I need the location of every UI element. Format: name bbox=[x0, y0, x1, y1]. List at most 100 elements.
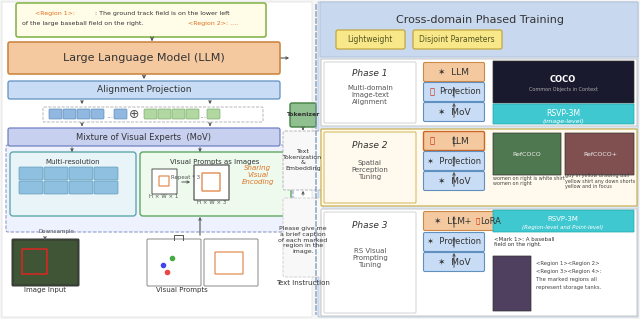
Text: ✶  LLM: ✶ LLM bbox=[438, 68, 470, 77]
Text: Visual Prompts as Images: Visual Prompts as Images bbox=[170, 159, 260, 165]
Text: (image-level): (image-level) bbox=[542, 120, 584, 124]
FancyBboxPatch shape bbox=[207, 109, 220, 119]
Text: COCO: COCO bbox=[550, 76, 576, 85]
FancyBboxPatch shape bbox=[140, 152, 291, 216]
Text: <Region 1><Region 2>: <Region 1><Region 2> bbox=[536, 262, 600, 266]
FancyBboxPatch shape bbox=[324, 62, 416, 123]
FancyBboxPatch shape bbox=[144, 109, 157, 119]
FancyBboxPatch shape bbox=[565, 133, 634, 175]
FancyBboxPatch shape bbox=[204, 239, 258, 286]
Text: Disjoint Parameters: Disjoint Parameters bbox=[419, 34, 495, 43]
FancyBboxPatch shape bbox=[321, 129, 637, 206]
FancyBboxPatch shape bbox=[49, 109, 62, 119]
FancyBboxPatch shape bbox=[413, 30, 502, 49]
FancyBboxPatch shape bbox=[6, 145, 293, 232]
Text: LoRA: LoRA bbox=[481, 217, 501, 226]
FancyBboxPatch shape bbox=[424, 83, 484, 101]
FancyBboxPatch shape bbox=[114, 109, 127, 119]
Text: Lightweight: Lightweight bbox=[348, 34, 393, 43]
FancyBboxPatch shape bbox=[424, 172, 484, 190]
FancyBboxPatch shape bbox=[63, 109, 76, 119]
FancyBboxPatch shape bbox=[424, 131, 484, 151]
Text: Text
Tokenization
&
Embedding: Text Tokenization & Embedding bbox=[284, 149, 323, 171]
Text: women on right is white shirt
women on right: women on right is white shirt women on r… bbox=[493, 175, 565, 186]
FancyBboxPatch shape bbox=[424, 152, 484, 170]
FancyBboxPatch shape bbox=[290, 103, 316, 127]
Text: RSVP-3M: RSVP-3M bbox=[546, 109, 580, 118]
Text: Common Objects in Context: Common Objects in Context bbox=[529, 87, 597, 93]
FancyBboxPatch shape bbox=[69, 181, 93, 194]
Text: <Region 2>: ....: <Region 2>: .... bbox=[188, 21, 238, 26]
FancyBboxPatch shape bbox=[324, 212, 416, 313]
FancyBboxPatch shape bbox=[8, 42, 280, 74]
Text: Repeat * 3: Repeat * 3 bbox=[172, 175, 200, 181]
Text: RS Visual
Prompting
Tuning: RS Visual Prompting Tuning bbox=[352, 248, 388, 268]
FancyBboxPatch shape bbox=[94, 181, 118, 194]
Text: of the large baseball field on the right.: of the large baseball field on the right… bbox=[22, 21, 143, 26]
Text: Phase 2: Phase 2 bbox=[352, 140, 388, 150]
FancyBboxPatch shape bbox=[424, 63, 484, 81]
Text: (Region-level and Point-level): (Region-level and Point-level) bbox=[522, 225, 604, 229]
FancyBboxPatch shape bbox=[44, 167, 68, 180]
Text: ✶  MoV: ✶ MoV bbox=[438, 257, 470, 266]
FancyBboxPatch shape bbox=[69, 167, 93, 180]
FancyBboxPatch shape bbox=[194, 165, 229, 200]
Text: RSVP-3M: RSVP-3M bbox=[548, 216, 579, 222]
FancyBboxPatch shape bbox=[12, 239, 79, 286]
FancyBboxPatch shape bbox=[44, 181, 68, 194]
Text: Spatial
Perception
Tuning: Spatial Perception Tuning bbox=[351, 160, 388, 180]
Text: Image Input: Image Input bbox=[24, 287, 66, 293]
FancyBboxPatch shape bbox=[13, 240, 78, 285]
Text: ✶  LLM: ✶ LLM bbox=[435, 217, 465, 226]
Text: 🔥: 🔥 bbox=[476, 218, 480, 224]
FancyBboxPatch shape bbox=[283, 198, 323, 277]
Text: The marked regions all: The marked regions all bbox=[536, 278, 597, 283]
Text: Visual Prompts: Visual Prompts bbox=[156, 287, 208, 293]
Text: <Region 1>:: <Region 1>: bbox=[35, 11, 75, 17]
FancyBboxPatch shape bbox=[321, 209, 637, 316]
Text: : The ground track field is on the lower left: : The ground track field is on the lower… bbox=[95, 11, 230, 17]
FancyBboxPatch shape bbox=[324, 132, 416, 203]
FancyBboxPatch shape bbox=[336, 30, 405, 49]
Text: H × W × 1: H × W × 1 bbox=[149, 195, 179, 199]
Text: Phase 3: Phase 3 bbox=[352, 220, 388, 229]
FancyBboxPatch shape bbox=[424, 253, 484, 271]
FancyBboxPatch shape bbox=[91, 109, 104, 119]
Text: RefCOCO+: RefCOCO+ bbox=[583, 152, 617, 158]
Text: Downsample: Downsample bbox=[38, 229, 74, 234]
Text: H × W × 3: H × W × 3 bbox=[197, 201, 227, 205]
Text: <Region 3><Region 4>:: <Region 3><Region 4>: bbox=[536, 270, 601, 275]
FancyBboxPatch shape bbox=[424, 211, 506, 231]
Text: Mixture of Visual Experts  (MoV): Mixture of Visual Experts (MoV) bbox=[77, 132, 211, 142]
Text: Multi-domain
Image-text
Alignment: Multi-domain Image-text Alignment bbox=[347, 85, 393, 105]
Text: 🔥: 🔥 bbox=[429, 87, 435, 97]
Text: Alignment Projection: Alignment Projection bbox=[97, 85, 191, 94]
FancyBboxPatch shape bbox=[493, 61, 634, 103]
FancyBboxPatch shape bbox=[19, 167, 43, 180]
FancyBboxPatch shape bbox=[424, 102, 484, 122]
Text: Projection: Projection bbox=[439, 87, 481, 97]
Text: <Mark 1>: A baseball
field on the right.: <Mark 1>: A baseball field on the right. bbox=[494, 237, 554, 248]
Text: Cross-domain Phased Training: Cross-domain Phased Training bbox=[396, 15, 564, 25]
Text: 🔥: 🔥 bbox=[429, 137, 435, 145]
FancyBboxPatch shape bbox=[147, 239, 201, 286]
Text: +: + bbox=[462, 217, 474, 226]
Text: ⊕: ⊕ bbox=[129, 108, 140, 122]
FancyBboxPatch shape bbox=[493, 133, 561, 175]
FancyBboxPatch shape bbox=[10, 152, 136, 216]
FancyBboxPatch shape bbox=[2, 2, 312, 317]
FancyBboxPatch shape bbox=[318, 2, 638, 317]
Text: ✶  MoV: ✶ MoV bbox=[438, 176, 470, 186]
FancyBboxPatch shape bbox=[283, 131, 323, 190]
Text: Multi-resolution: Multi-resolution bbox=[45, 159, 100, 165]
Text: Large Language Model (LLM): Large Language Model (LLM) bbox=[63, 53, 225, 63]
FancyBboxPatch shape bbox=[424, 233, 484, 251]
FancyBboxPatch shape bbox=[8, 81, 280, 99]
FancyBboxPatch shape bbox=[172, 109, 185, 119]
Text: ...: ... bbox=[200, 110, 207, 120]
Text: LLM: LLM bbox=[451, 137, 469, 145]
FancyBboxPatch shape bbox=[493, 256, 531, 311]
FancyBboxPatch shape bbox=[19, 181, 43, 194]
Text: Phase 1: Phase 1 bbox=[352, 70, 388, 78]
Text: ✶  MoV: ✶ MoV bbox=[438, 108, 470, 116]
